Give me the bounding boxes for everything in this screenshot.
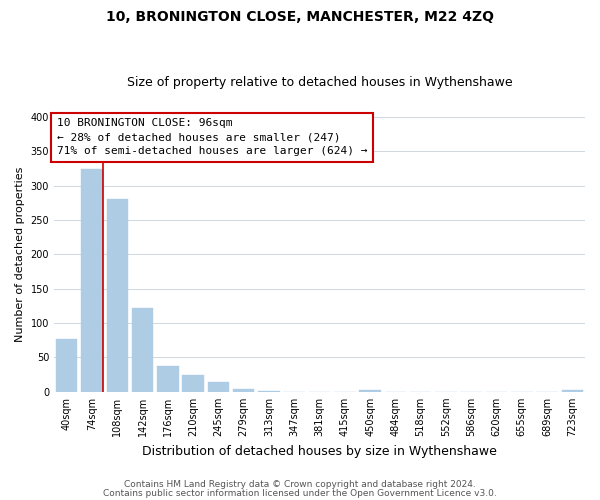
Title: Size of property relative to detached houses in Wythenshawe: Size of property relative to detached ho… — [127, 76, 512, 90]
Bar — [107, 200, 128, 392]
Text: 10 BRONINGTON CLOSE: 96sqm
← 28% of detached houses are smaller (247)
71% of sem: 10 BRONINGTON CLOSE: 96sqm ← 28% of deta… — [56, 118, 367, 156]
Bar — [182, 376, 204, 392]
Text: Contains HM Land Registry data © Crown copyright and database right 2024.: Contains HM Land Registry data © Crown c… — [124, 480, 476, 489]
Bar — [562, 390, 583, 392]
Y-axis label: Number of detached properties: Number of detached properties — [15, 166, 25, 342]
Bar — [81, 168, 103, 392]
Bar — [233, 389, 254, 392]
Bar — [157, 366, 179, 392]
Bar — [56, 339, 77, 392]
X-axis label: Distribution of detached houses by size in Wythenshawe: Distribution of detached houses by size … — [142, 444, 497, 458]
Bar — [258, 391, 280, 392]
Bar — [359, 390, 381, 392]
Text: 10, BRONINGTON CLOSE, MANCHESTER, M22 4ZQ: 10, BRONINGTON CLOSE, MANCHESTER, M22 4Z… — [106, 10, 494, 24]
Bar — [132, 308, 153, 392]
Bar — [208, 382, 229, 392]
Text: Contains public sector information licensed under the Open Government Licence v3: Contains public sector information licen… — [103, 488, 497, 498]
